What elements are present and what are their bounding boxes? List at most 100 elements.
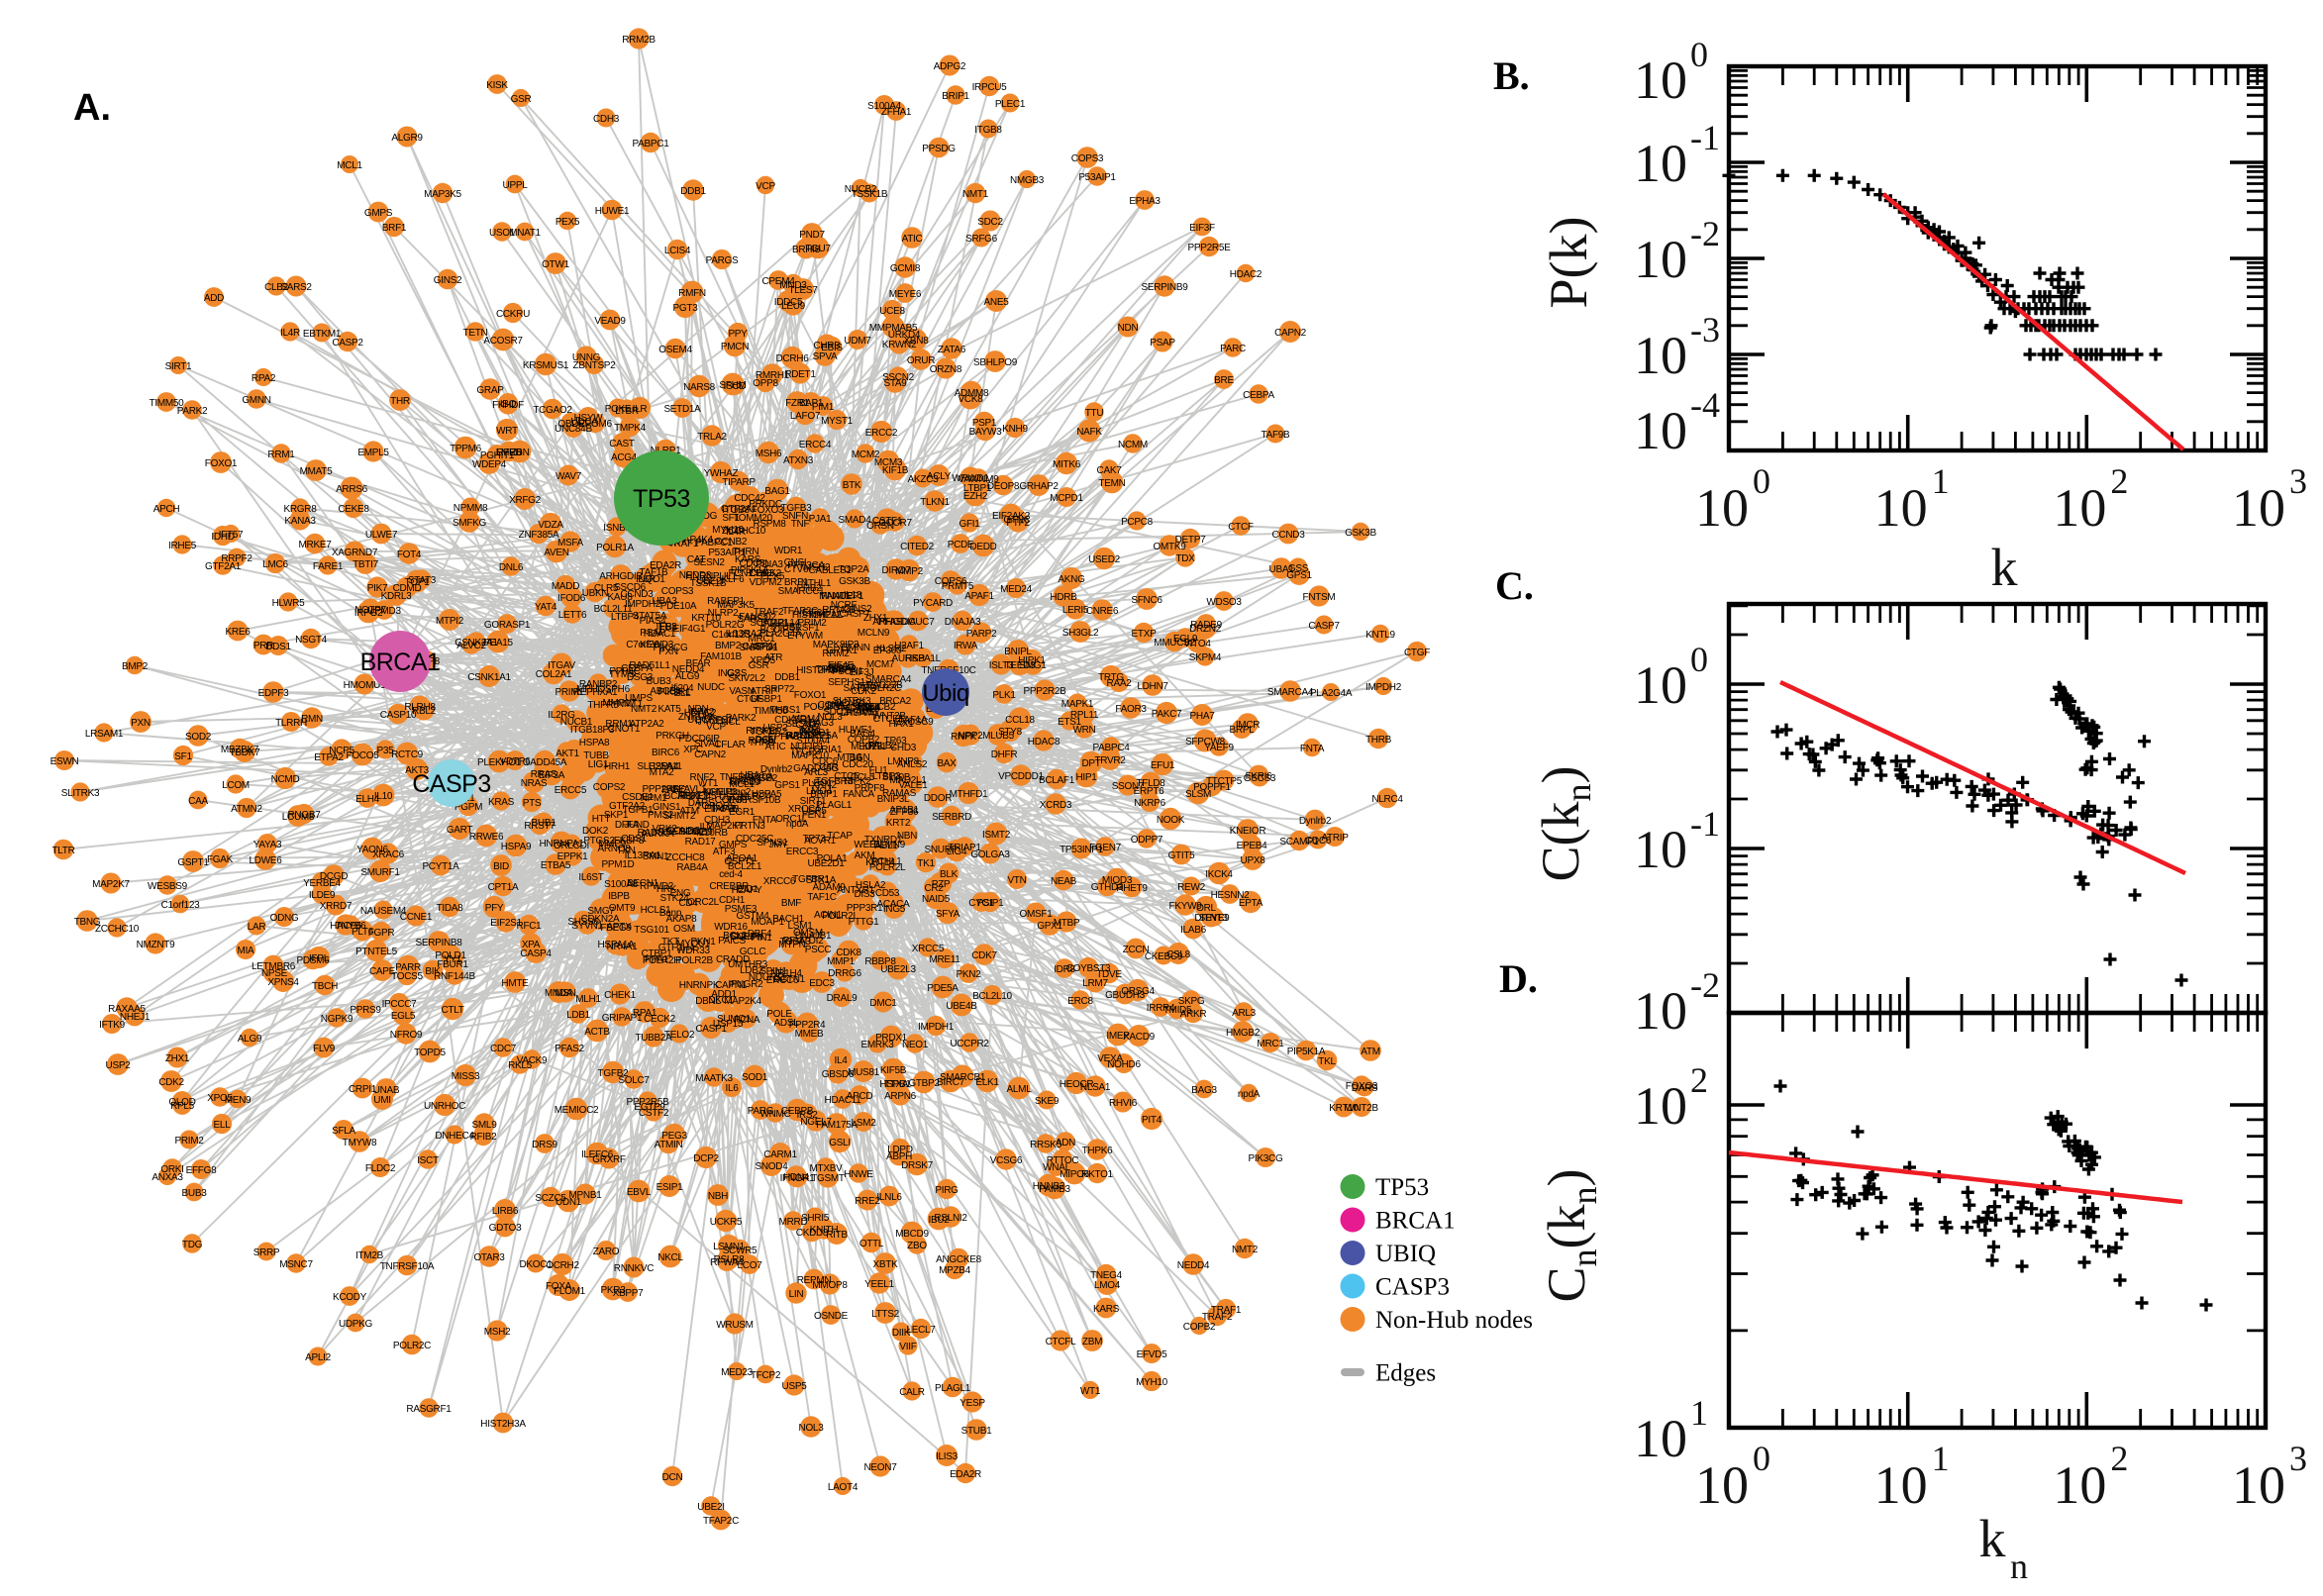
- svg-text:MPZB4: MPZB4: [939, 1265, 971, 1276]
- svg-text:SCAMP1: SCAMP1: [1279, 837, 1319, 848]
- svg-text:Edges: Edges: [1375, 1360, 1436, 1387]
- svg-text:UNAB: UNAB: [373, 1085, 400, 1096]
- svg-text:CPEM4: CPEM4: [762, 276, 796, 287]
- svg-text:STK24: STK24: [659, 893, 689, 904]
- svg-text:DHFR: DHFR: [991, 749, 1018, 760]
- svg-text:FKYW9: FKYW9: [1169, 901, 1203, 912]
- svg-text:PTTG1: PTTG1: [849, 917, 879, 928]
- svg-text:YAT4: YAT4: [535, 602, 557, 613]
- svg-text:EDPF3: EDPF3: [258, 688, 289, 699]
- svg-text:YWHAZ: YWHAZ: [704, 468, 739, 479]
- svg-text:GBUDH3: GBUDH3: [1105, 990, 1146, 1001]
- svg-text:ISMT2: ISMT2: [982, 830, 1011, 841]
- svg-text:OMSF1: OMSF1: [1020, 909, 1054, 920]
- svg-text:IFOD6: IFOD6: [557, 593, 586, 604]
- svg-text:NUCB1: NUCB1: [560, 717, 593, 728]
- svg-text:KDRL3: KDRL3: [381, 591, 412, 602]
- svg-text:DKOC1: DKOC1: [520, 1259, 554, 1270]
- svg-text:VCSG6: VCSG6: [990, 1155, 1023, 1166]
- svg-text:BRPL: BRPL: [1230, 725, 1256, 736]
- svg-text:GRFK1: GRFK1: [826, 646, 858, 656]
- svg-text:CHEK1: CHEK1: [604, 990, 637, 1001]
- svg-text:10: 10: [1634, 401, 1687, 460]
- svg-text:SKE9: SKE9: [1035, 1096, 1060, 1107]
- svg-text:PEX5: PEX5: [556, 217, 580, 228]
- svg-text:ORZN8: ORZN8: [930, 364, 962, 375]
- svg-text:TOCS5: TOCS5: [391, 971, 423, 982]
- svg-text:PMS2: PMS2: [648, 810, 674, 821]
- svg-text:SOD2: SOD2: [185, 732, 212, 743]
- svg-text:0: 0: [1690, 640, 1708, 679]
- svg-text:THRN: THRN: [733, 547, 759, 557]
- svg-text:CR2: CR2: [924, 883, 944, 894]
- svg-text:PND7: PND7: [799, 230, 825, 241]
- svg-text:DRZN2: DRZN2: [1189, 624, 1222, 635]
- svg-text:CASP3: CASP3: [412, 770, 490, 798]
- svg-text:MSH2: MSH2: [484, 1327, 511, 1338]
- svg-text:GMPS: GMPS: [364, 208, 393, 219]
- svg-text:PLAGL1: PLAGL1: [935, 1383, 971, 1394]
- svg-text:NPMM8: NPMM8: [454, 503, 488, 514]
- svg-text:SSCD6: SSCD6: [614, 582, 647, 593]
- svg-text:VTN: VTN: [1007, 875, 1026, 886]
- svg-text:ODNG: ODNG: [270, 913, 299, 924]
- svg-text:MTPI2: MTPI2: [436, 616, 464, 627]
- svg-text:PFMTDI2: PFMTDI2: [783, 936, 824, 947]
- svg-text:PIK3CG: PIK3CG: [1249, 1153, 1283, 1164]
- svg-text:XCRD3: XCRD3: [1040, 800, 1072, 811]
- svg-text:HNWE: HNWE: [844, 1169, 873, 1180]
- svg-text:WNT2B: WNT2B: [1345, 1103, 1378, 1114]
- svg-text:PLT6: PLT6: [352, 927, 374, 938]
- svg-text:ILDE9: ILDE9: [309, 890, 336, 901]
- svg-text:DCN: DCN: [662, 1472, 683, 1483]
- svg-text:ETYWM: ETYWM: [787, 631, 823, 642]
- svg-text:PDSM6: PDSM6: [297, 955, 331, 966]
- svg-text:0: 0: [1690, 35, 1708, 74]
- svg-text:CALR: CALR: [899, 1387, 925, 1398]
- svg-text:MRE11: MRE11: [929, 954, 960, 965]
- svg-text:GFI1: GFI1: [959, 519, 980, 530]
- svg-text:SBHLPO9: SBHLPO9: [973, 357, 1018, 368]
- svg-text:SFLA: SFLA: [332, 1126, 355, 1137]
- svg-text:NCMM: NCMM: [1118, 440, 1148, 450]
- svg-text:ESIP1: ESIP1: [656, 1182, 684, 1193]
- svg-text:EGTP9: EGTP9: [634, 1102, 665, 1113]
- svg-text:BRCA1: BRCA1: [360, 648, 441, 676]
- svg-text:LCOM: LCOM: [222, 780, 250, 791]
- svg-text:10: 10: [2232, 478, 2285, 538]
- svg-text:CASP2: CASP2: [332, 338, 363, 349]
- svg-text:UDCA: UDCA: [570, 417, 598, 428]
- svg-text:GRHAP2: GRHAP2: [1019, 481, 1059, 492]
- svg-text:NBH: NBH: [708, 1191, 728, 1202]
- svg-text:SIVA1: SIVA1: [694, 739, 721, 749]
- svg-text:TFCP2: TFCP2: [751, 1370, 781, 1381]
- svg-text:EGL5: EGL5: [391, 1011, 416, 1022]
- svg-text:BRF1: BRF1: [382, 223, 407, 234]
- svg-text:IMPDH1: IMPDH1: [918, 1022, 955, 1033]
- svg-text:CDC25C: CDC25C: [736, 834, 773, 845]
- svg-text:HMGB2: HMGB2: [1226, 1028, 1261, 1039]
- svg-text:TEMN: TEMN: [1098, 478, 1125, 489]
- svg-text:SERPINB8: SERPINB8: [415, 938, 462, 948]
- svg-text:BCLAF1: BCLAF1: [1039, 775, 1075, 786]
- svg-text:MSH6: MSH6: [756, 449, 782, 459]
- svg-text:FLDC2: FLDC2: [365, 1163, 396, 1174]
- svg-text:LCIS4: LCIS4: [664, 246, 691, 256]
- svg-text:FOXA: FOXA: [546, 1281, 572, 1292]
- svg-text:FARE1: FARE1: [313, 561, 344, 572]
- svg-text:CARM1: CARM1: [763, 1149, 797, 1160]
- svg-text:GSLI: GSLI: [829, 1138, 851, 1148]
- svg-text:PKN2: PKN2: [957, 969, 982, 980]
- svg-text:GTIT5: GTIT5: [1168, 850, 1196, 861]
- svg-text:DDB1: DDB1: [774, 672, 800, 683]
- svg-text:POLR1A: POLR1A: [596, 543, 634, 553]
- svg-text:PIK3R1: PIK3R1: [658, 687, 691, 698]
- svg-text:TRLA2: TRLA2: [697, 432, 727, 443]
- svg-text:LIN: LIN: [789, 1289, 804, 1300]
- svg-text:SKPM4: SKPM4: [1189, 652, 1222, 663]
- svg-text:PCPC8: PCPC8: [1121, 517, 1154, 528]
- svg-text:COYBST3: COYBST3: [1066, 963, 1111, 974]
- svg-text:2: 2: [2110, 461, 2128, 501]
- svg-text:ALML: ALML: [1007, 1084, 1033, 1095]
- svg-text:PARGS: PARGS: [706, 255, 739, 266]
